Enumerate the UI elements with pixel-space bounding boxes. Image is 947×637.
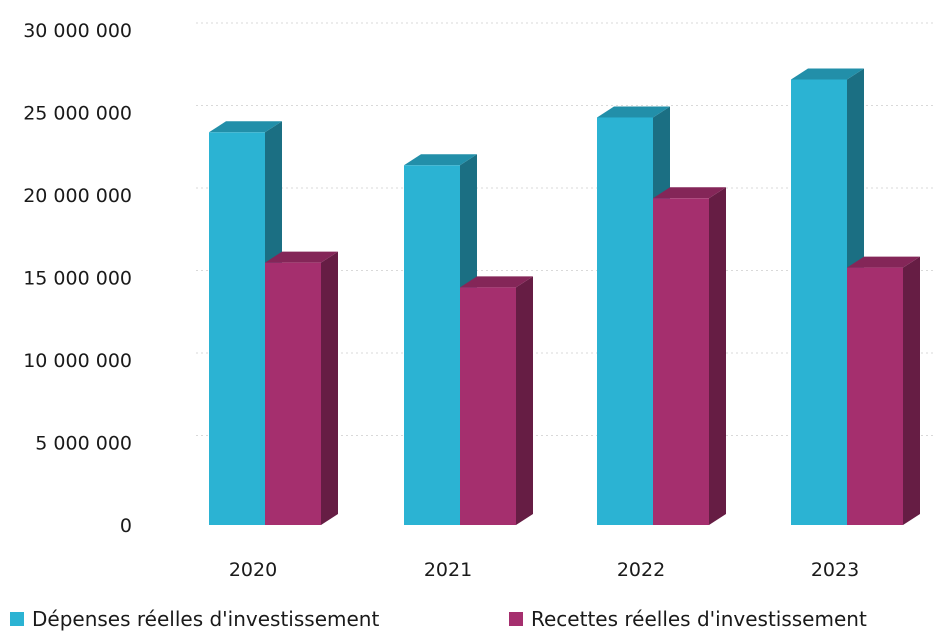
x-category-label: 2023: [811, 559, 859, 581]
bar-side: [321, 251, 338, 525]
bar-2020-recettes: [265, 251, 338, 525]
bar-front: [653, 198, 709, 526]
bar-2023-recettes: [847, 256, 920, 525]
bar-front: [265, 262, 321, 525]
y-tick-label: 0: [120, 515, 132, 537]
y-tick-label: 30 000 000: [23, 20, 132, 42]
y-tick-label: 15 000 000: [23, 268, 132, 290]
x-category-label: 2022: [617, 559, 665, 581]
bar-2021-recettes: [460, 276, 533, 525]
y-tick-label: 25 000 000: [23, 103, 132, 125]
bar-side: [903, 256, 920, 525]
bar-front: [791, 79, 847, 525]
bars: [209, 68, 920, 526]
bar-top: [265, 251, 338, 263]
legend-label-depenses: Dépenses réelles d'investissement: [32, 607, 379, 631]
x-category-label: 2021: [424, 559, 472, 581]
bar-top: [847, 256, 920, 268]
legend-swatch-depenses: [10, 612, 24, 626]
bar-front: [460, 287, 516, 525]
y-axis-ticks: 0 5 000 000 10 000 000 15 000 000 20 000 000…: [23, 20, 132, 537]
bar-top: [653, 187, 726, 199]
bar-front: [404, 165, 460, 526]
y-tick-label: 20 000 000: [23, 185, 132, 207]
y-tick-label: 10 000 000: [23, 350, 132, 372]
bar-top: [460, 276, 533, 288]
bar-2022-recettes: [653, 187, 726, 526]
legend-label-recettes: Recettes réelles d'investissement: [531, 607, 867, 631]
bar-top: [597, 106, 670, 118]
bar-side: [709, 187, 726, 526]
y-tick-label: 5 000 000: [35, 433, 132, 455]
bar-side: [516, 276, 533, 525]
legend: Dépenses réelles d'investissement Recett…: [10, 607, 867, 631]
legend-swatch-recettes: [509, 612, 523, 626]
bar-top: [209, 121, 282, 133]
x-axis-categories: 2020 2021 2022 2023: [229, 559, 859, 581]
bar-front: [209, 132, 265, 526]
bar-front: [597, 117, 653, 525]
bar-top: [791, 68, 864, 80]
bar-top: [404, 154, 477, 166]
bar-front: [847, 267, 903, 525]
x-category-label: 2020: [229, 559, 277, 581]
